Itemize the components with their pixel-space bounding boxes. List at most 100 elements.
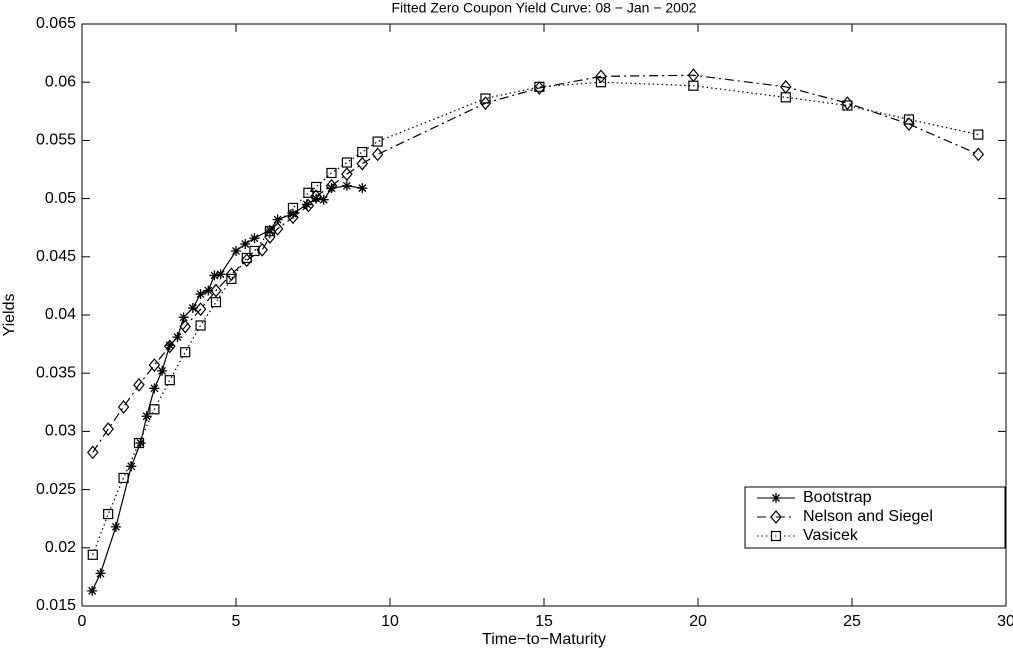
y-tick-label: 0.055 (36, 132, 76, 149)
data-point (903, 117, 915, 132)
data-point (102, 422, 114, 437)
data-point (264, 226, 275, 237)
y-tick-label: 0.02 (45, 539, 76, 556)
data-point (215, 269, 226, 280)
data-point (325, 178, 338, 193)
data-point (595, 69, 607, 84)
data-point (595, 77, 607, 88)
data-point (372, 136, 383, 147)
data-point (356, 156, 369, 171)
data-point (226, 273, 237, 285)
data-point (103, 508, 114, 520)
x-tick-label: 15 (535, 613, 553, 630)
data-point (287, 210, 299, 225)
x-tick-label: 20 (689, 613, 707, 630)
y-tick-label: 0.065 (36, 15, 76, 32)
data-point (135, 438, 146, 449)
data-point (311, 193, 322, 204)
x-tick-label: 10 (381, 613, 399, 630)
data-point (95, 568, 106, 579)
y-tick-label: 0.035 (36, 364, 76, 381)
data-point (164, 340, 175, 351)
data-point (187, 303, 198, 314)
data-point (249, 245, 260, 257)
x-tick-label: 0 (78, 613, 87, 630)
y-tick-label: 0.015 (36, 597, 76, 614)
data-point (326, 183, 337, 194)
data-point (302, 198, 315, 213)
data-point (195, 289, 206, 300)
legend: Bootstrap Nelson and Siegel Vasicek (744, 486, 1006, 549)
y-tick-label: 0.04 (45, 306, 76, 323)
data-point (318, 194, 329, 205)
data-point (287, 208, 298, 219)
data-point (126, 461, 137, 472)
data-point (973, 129, 984, 140)
data-point (240, 253, 253, 268)
data-point (480, 93, 491, 104)
data-point (86, 445, 99, 460)
data-point (231, 245, 241, 256)
data-point (301, 199, 312, 210)
legend-label: Vasicek (803, 527, 859, 544)
data-point (303, 187, 314, 198)
data-point (149, 404, 160, 415)
data-point (972, 147, 985, 162)
data-point (178, 312, 189, 323)
data-point (326, 167, 337, 179)
data-point (287, 202, 299, 214)
data-point (357, 146, 368, 158)
data-point (225, 267, 238, 282)
data-point (210, 283, 222, 298)
legend-marker (771, 493, 781, 503)
series-line (92, 74, 979, 453)
x-axis-label: Time−to−Maturity (482, 631, 606, 648)
data-point (194, 302, 207, 317)
data-point (172, 332, 183, 343)
chart-title: Fitted Zero Coupon Yield Curve: 08 − Jan… (391, 0, 696, 16)
legend-label: Nelson and Siegel (803, 508, 933, 525)
data-point (249, 233, 260, 244)
series-line (91, 185, 363, 592)
y-tick-label: 0.03 (45, 423, 76, 440)
y-axis-label: Yields (1, 294, 18, 337)
data-point (157, 365, 168, 376)
data-point (240, 238, 251, 249)
data-point (534, 81, 545, 92)
data-point (203, 285, 214, 296)
data-point (118, 472, 129, 484)
data-point (533, 81, 546, 95)
data-point (341, 180, 352, 191)
data-point (87, 549, 98, 560)
data-point (842, 100, 853, 111)
data-point (310, 181, 322, 193)
data-point (110, 521, 121, 532)
data-point (341, 157, 352, 168)
legend-box (744, 486, 1006, 549)
series-line (92, 81, 979, 555)
legend-marker (770, 510, 782, 524)
data-point (141, 411, 152, 422)
x-tick-label: 30 (997, 613, 1013, 630)
data-point (179, 319, 191, 334)
data-point (272, 214, 283, 225)
data-point (479, 96, 492, 111)
data-point (841, 96, 854, 111)
data-point (357, 183, 368, 194)
data-point (163, 339, 176, 354)
legend-marker (770, 530, 782, 542)
data-point (371, 147, 384, 162)
data-point (117, 400, 130, 414)
x-tick-label: 25 (843, 613, 861, 630)
data-point (195, 320, 206, 331)
data-point (241, 252, 252, 264)
legend-label: Bootstrap (803, 489, 872, 506)
y-tick-label: 0.05 (45, 190, 76, 207)
data-point (264, 225, 275, 236)
data-point (903, 114, 915, 125)
x-tick-label: 5 (232, 613, 241, 630)
data-point (688, 80, 699, 91)
data-point (164, 375, 175, 386)
data-point (133, 437, 145, 449)
